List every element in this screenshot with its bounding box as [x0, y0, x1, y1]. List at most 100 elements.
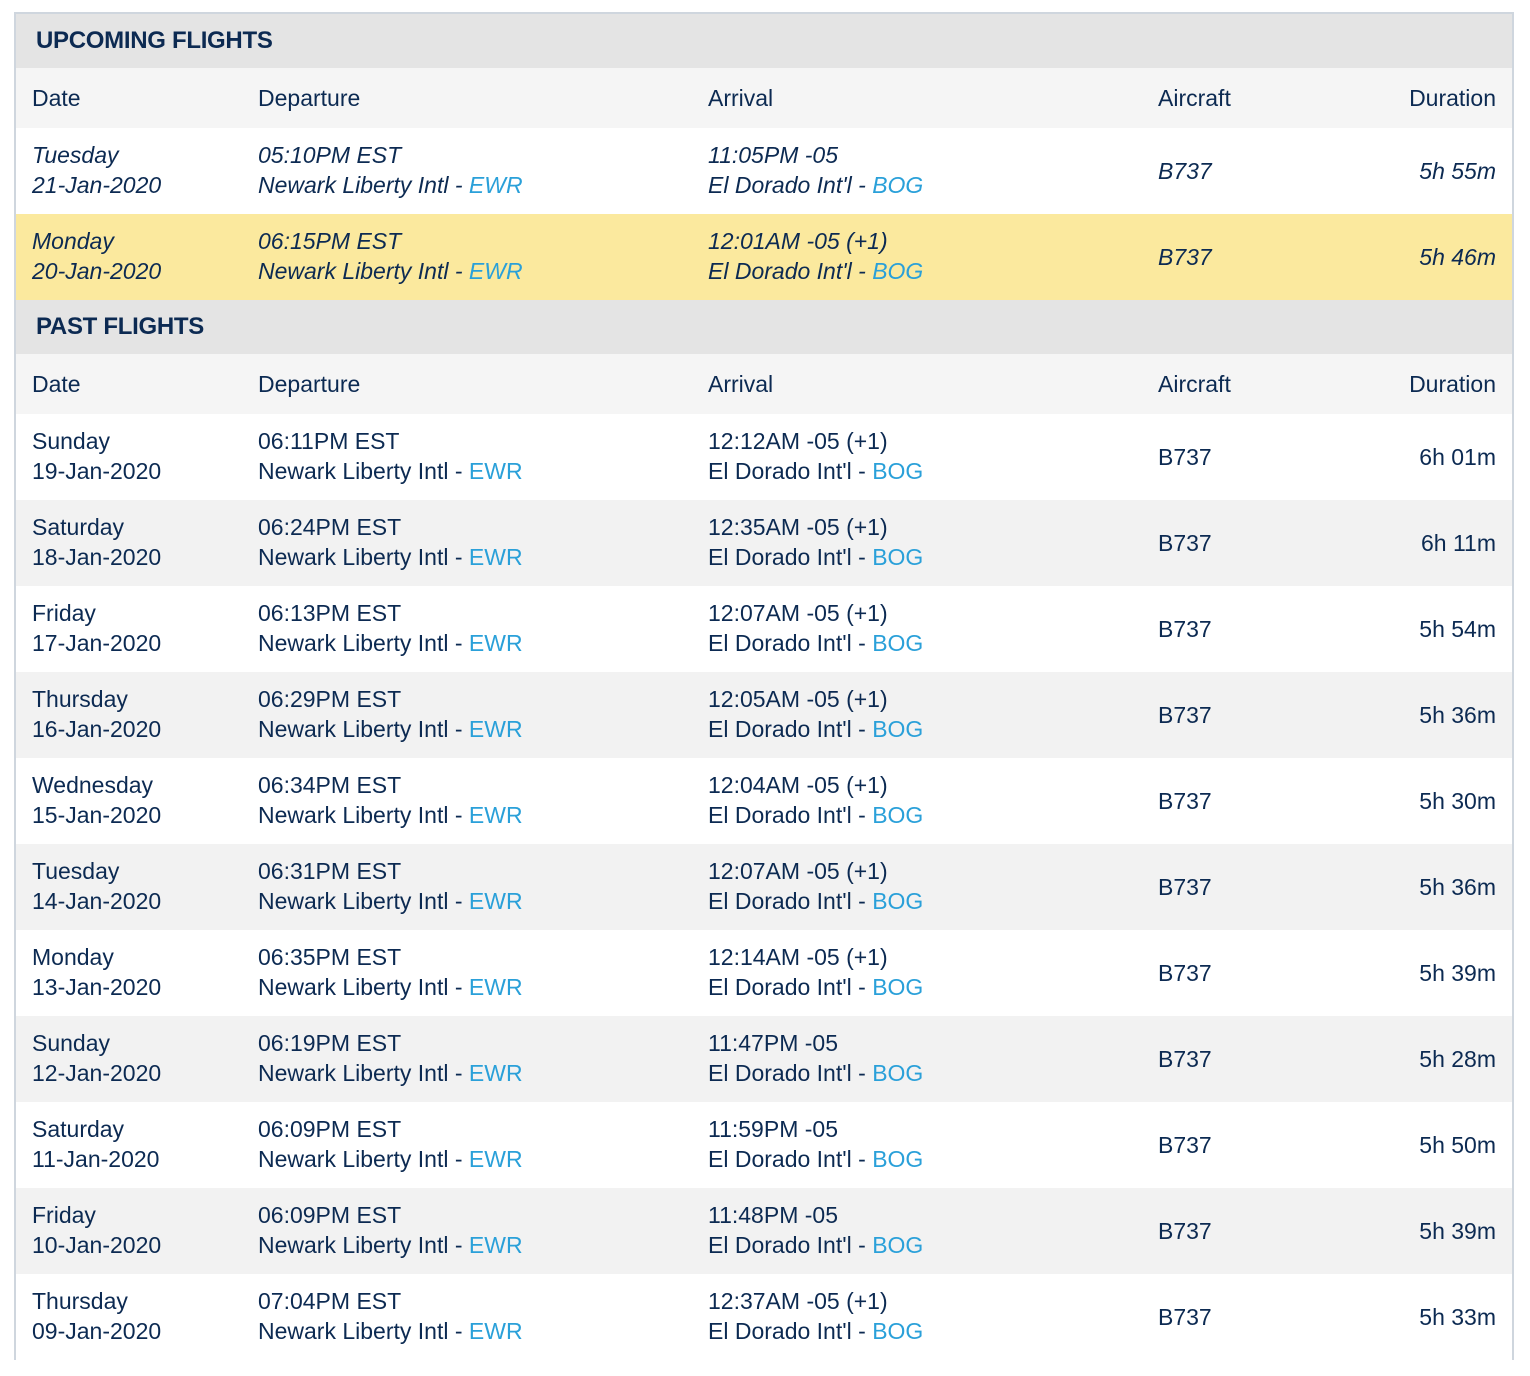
arrival-airport: El Dorado Int'l -: [708, 716, 873, 742]
weekday-text: Monday: [32, 944, 114, 970]
flight-row[interactable]: Friday 17-Jan-2020 06:13PM EST Newark Liber…: [16, 586, 1512, 672]
arrival-airport-code-link[interactable]: BOG: [872, 974, 924, 1000]
departure-airport-code-link[interactable]: EWR: [468, 1232, 523, 1258]
departure-airport-code-link[interactable]: EWR: [468, 802, 523, 828]
departure-airport-code-link[interactable]: EWR: [468, 258, 523, 284]
departure-airport-code-link[interactable]: EWR: [468, 544, 523, 570]
aircraft-cell: B737: [1158, 530, 1212, 556]
arrival-airport: El Dorado Int'l -: [708, 1146, 873, 1172]
departure-cell: 06:19PM EST Newark Liberty Intl - EWR: [258, 1028, 523, 1088]
arrival-airport: El Dorado Int'l -: [708, 544, 873, 570]
duration-cell: 5h 39m: [1419, 1218, 1496, 1244]
flight-row[interactable]: Sunday 12-Jan-2020 06:19PM EST Newark Liber…: [16, 1016, 1512, 1102]
date-cell: Wednesday 15-Jan-2020: [32, 770, 161, 830]
arrival-airport-code-link[interactable]: BOG: [872, 716, 924, 742]
arrival-cell: 11:05PM -05 El Dorado Int'l - BOG: [708, 140, 923, 200]
arrival-cell: 12:37AM -05 (+1) El Dorado Int'l - BOG: [708, 1286, 923, 1346]
departure-airport: Newark Liberty Intl -: [258, 458, 469, 484]
departure-cell: 06:31PM EST Newark Liberty Intl - EWR: [258, 856, 523, 916]
flight-row[interactable]: Thursday 09-Jan-2020 07:04PM EST Newark Lib…: [16, 1274, 1512, 1360]
flight-row[interactable]: Thursday 16-Jan-2020 06:29PM EST Newark Lib…: [16, 672, 1512, 758]
arrival-time: 11:48PM -05: [708, 1202, 838, 1228]
date-cell: Thursday 09-Jan-2020: [32, 1286, 161, 1346]
arrival-cell: 12:07AM -05 (+1) El Dorado Int'l - BOG: [708, 598, 923, 658]
flight-row[interactable]: Monday 13-Jan-2020 06:35PM EST Newark Liber…: [16, 930, 1512, 1016]
departure-airport: Newark Liberty Intl -: [258, 1232, 469, 1258]
departure-airport: Newark Liberty Intl -: [258, 802, 469, 828]
aircraft-cell: B737: [1158, 616, 1212, 642]
date-text: 10-Jan-2020: [32, 1232, 162, 1258]
arrival-airport-code-link[interactable]: BOG: [872, 544, 924, 570]
departure-airport-code-link[interactable]: EWR: [468, 172, 523, 198]
departure-cell: 06:09PM EST Newark Liberty Intl - EWR: [258, 1114, 523, 1174]
aircraft-cell: B737: [1158, 702, 1212, 728]
arrival-time: 12:04AM -05 (+1): [708, 772, 888, 798]
duration-cell: 5h 46m: [1419, 244, 1496, 270]
flight-row[interactable]: Sunday 19-Jan-2020 06:11PM EST Newark Liber…: [16, 414, 1512, 500]
arrival-airport-code-link[interactable]: BOG: [872, 258, 924, 284]
flight-row[interactable]: Tuesday 21-Jan-2020 05:10PM EST Newark Libe…: [16, 128, 1512, 214]
past-flights-heading: PAST FLIGHTS: [16, 300, 1512, 354]
arrival-time: 11:05PM -05: [708, 142, 838, 168]
date-cell: Monday 20-Jan-2020: [32, 226, 161, 286]
departure-cell: 07:04PM EST Newark Liberty Intl - EWR: [258, 1286, 523, 1346]
flight-row[interactable]: Wednesday 15-Jan-2020 06:34PM EST Newark Li…: [16, 758, 1512, 844]
duration-cell: 5h 36m: [1419, 702, 1496, 728]
duration-cell: 5h 30m: [1419, 788, 1496, 814]
flight-row[interactable]: Friday 10-Jan-2020 06:09PM EST Newark Liber…: [16, 1188, 1512, 1274]
date-text: 18-Jan-2020: [32, 544, 162, 570]
arrival-airport-code-link[interactable]: BOG: [872, 630, 924, 656]
departure-cell: 05:10PM EST Newark Liberty Intl - EWR: [258, 140, 523, 200]
flight-row[interactable]: Tuesday 14-Jan-2020 06:31PM EST Newark Libe…: [16, 844, 1512, 930]
departure-time: 06:13PM EST: [258, 600, 402, 626]
flight-row[interactable]: Monday 20-Jan-2020 06:15PM EST Newark Liber…: [16, 214, 1512, 300]
arrival-airport-code-link[interactable]: BOG: [872, 458, 924, 484]
arrival-airport-code-link[interactable]: BOG: [872, 1232, 924, 1258]
arrival-airport-code-link[interactable]: BOG: [872, 1146, 924, 1172]
date-cell: Friday 10-Jan-2020: [32, 1200, 161, 1260]
departure-time: 06:15PM EST: [258, 228, 402, 254]
departure-airport-code-link[interactable]: EWR: [468, 974, 523, 1000]
weekday-text: Wednesday: [32, 772, 154, 798]
weekday-text: Monday: [32, 228, 114, 254]
arrival-cell: 12:04AM -05 (+1) El Dorado Int'l - BOG: [708, 770, 923, 830]
date-text: 09-Jan-2020: [32, 1318, 162, 1344]
date-cell: Thursday 16-Jan-2020: [32, 684, 161, 744]
flights-table: UPCOMING FLIGHTS Date Departure Arrival …: [14, 12, 1514, 1360]
departure-airport-code-link[interactable]: EWR: [468, 1146, 523, 1172]
flight-row[interactable]: Saturday 18-Jan-2020 06:24PM EST Newark Lib…: [16, 500, 1512, 586]
departure-time: 06:09PM EST: [258, 1116, 402, 1142]
arrival-airport-code-link[interactable]: BOG: [872, 1318, 924, 1344]
arrival-airport-code-link[interactable]: BOG: [872, 172, 924, 198]
arrival-airport-code-link[interactable]: BOG: [872, 802, 924, 828]
arrival-airport-code-link[interactable]: BOG: [872, 888, 924, 914]
departure-airport: Newark Liberty Intl -: [258, 974, 469, 1000]
arrival-airport-code-link[interactable]: BOG: [872, 1060, 924, 1086]
date-text: 13-Jan-2020: [32, 974, 162, 1000]
departure-time: 06:19PM EST: [258, 1030, 402, 1056]
departure-airport-code-link[interactable]: EWR: [468, 1318, 523, 1344]
arrival-cell: 11:48PM -05 El Dorado Int'l - BOG: [708, 1200, 923, 1260]
upcoming-flights-heading: UPCOMING FLIGHTS: [16, 14, 1512, 68]
duration-cell: 5h 33m: [1419, 1304, 1496, 1330]
date-text: 15-Jan-2020: [32, 802, 162, 828]
departure-airport-code-link[interactable]: EWR: [468, 716, 523, 742]
date-text: 21-Jan-2020: [32, 172, 162, 198]
departure-airport-code-link[interactable]: EWR: [468, 888, 523, 914]
arrival-airport: El Dorado Int'l -: [708, 1060, 873, 1086]
date-cell: Monday 13-Jan-2020: [32, 942, 161, 1002]
departure-airport: Newark Liberty Intl -: [258, 630, 469, 656]
flight-row[interactable]: Saturday 11-Jan-2020 06:09PM EST Newark Lib…: [16, 1102, 1512, 1188]
departure-time: 06:31PM EST: [258, 858, 402, 884]
departure-airport-code-link[interactable]: EWR: [468, 630, 523, 656]
date-text: 14-Jan-2020: [32, 888, 162, 914]
arrival-time: 12:07AM -05 (+1): [708, 858, 888, 884]
departure-airport-code-link[interactable]: EWR: [468, 1060, 523, 1086]
arrival-cell: 12:07AM -05 (+1) El Dorado Int'l - BOG: [708, 856, 923, 916]
departure-airport-code-link[interactable]: EWR: [468, 458, 523, 484]
departure-time: 06:11PM EST: [258, 428, 400, 454]
arrival-airport: El Dorado Int'l -: [708, 974, 873, 1000]
departure-airport: Newark Liberty Intl -: [258, 172, 469, 198]
column-header-duration: Duration: [1409, 371, 1496, 397]
aircraft-cell: B737: [1158, 1218, 1212, 1244]
